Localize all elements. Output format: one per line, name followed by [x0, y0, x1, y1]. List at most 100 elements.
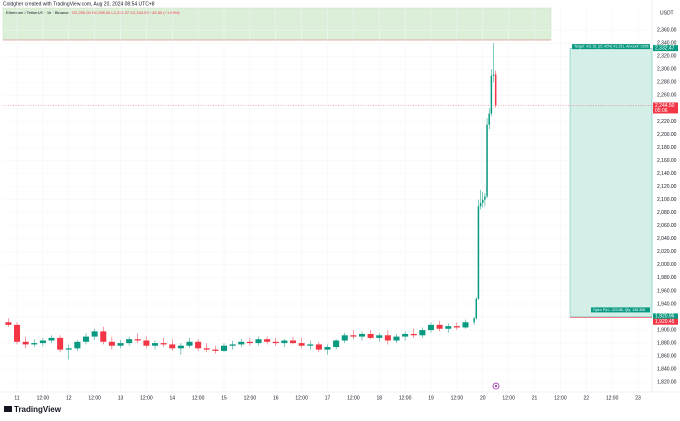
y-tick-label: 2,200.00: [657, 132, 677, 138]
candle-body: [481, 199, 484, 203]
candle-body: [479, 202, 482, 207]
pnl-badge: [591, 307, 650, 313]
candle-body: [484, 196, 486, 200]
x-tick-label: 12:00: [192, 395, 205, 401]
candle-body: [488, 113, 490, 125]
y-tick-label: 2,140.00: [657, 171, 677, 177]
candle-body: [393, 336, 400, 341]
x-tick-label: 14: [169, 395, 175, 401]
x-tick-label: 21: [532, 395, 538, 401]
stop-price-label: 1,920.45: [655, 319, 675, 325]
candle-body: [212, 349, 219, 351]
unit: USDT: [660, 10, 674, 16]
logo-mark: [4, 406, 12, 412]
last-price-badge: [653, 102, 678, 114]
x-tick-label: 12:00: [399, 395, 412, 401]
x-tick-label: 17: [325, 395, 331, 401]
candle-body: [494, 74, 497, 106]
target-text: Target: 411.51 (21.42%) 41,151, Amount: …: [574, 45, 648, 49]
candle-body: [5, 322, 12, 325]
candle-body: [486, 124, 488, 197]
y-tick-label: 1,840.00: [657, 367, 677, 373]
y-tick-label: 2,280.00: [657, 80, 677, 86]
candle-body: [100, 331, 107, 342]
candle-body: [177, 345, 184, 349]
x-tick-label: 12:00: [554, 395, 567, 401]
x-tick-label: 12:00: [37, 395, 50, 401]
candle-body: [307, 344, 314, 346]
y-tick-label: 2,080.00: [657, 210, 677, 216]
entry-price-label: 1,920.96: [655, 314, 675, 320]
candle-body: [229, 344, 236, 346]
symbol: Ethereum / TetherUS · 1h · Binance: [6, 10, 70, 15]
candle-body: [462, 322, 469, 328]
candle-body: [134, 339, 141, 341]
y-tick-label: 2,220.00: [657, 119, 677, 125]
candle-body: [57, 337, 64, 350]
x-tick-label: 12:00: [88, 395, 101, 401]
candle-body: [151, 343, 159, 346]
x-tick-label: 12:00: [295, 395, 308, 401]
ohlc: O2,290.00 H2,298.00 L2,241.37 C2,244.50 …: [72, 10, 180, 15]
x-tick-label: 12: [66, 395, 72, 401]
candle-body: [445, 326, 452, 329]
x-tick-label: 12:00: [502, 395, 515, 401]
candle-body: [427, 324, 435, 331]
candle-body: [264, 339, 271, 342]
candle-body: [126, 339, 133, 344]
candle-body: [31, 343, 38, 345]
x-tick-label: 22: [583, 395, 589, 401]
y-tick-label: 2,320.00: [657, 54, 677, 60]
y-tick-label: 2,340.00: [657, 41, 677, 47]
y-tick-label: 2,020.00: [657, 249, 677, 255]
x-tick-label: 13: [118, 395, 124, 401]
y-tick-label: 1,900.00: [657, 327, 677, 333]
candle-body: [272, 341, 279, 344]
countdown: 05:06: [655, 108, 668, 114]
candle-body: [22, 341, 29, 345]
candle-body: [376, 335, 383, 338]
logo: TradingView: [4, 405, 62, 414]
y-tick-label: 1,940.00: [657, 301, 677, 307]
x-tick-label: 16: [273, 395, 279, 401]
logo-text: TradingView: [14, 405, 62, 414]
y-tick-label: 1,860.00: [657, 353, 677, 359]
candle-body: [169, 344, 176, 349]
candle-body: [324, 347, 331, 350]
candle-body: [108, 341, 115, 346]
y-tick-label: 1,960.00: [657, 288, 677, 294]
candle-body: [65, 348, 72, 350]
candle-body: [48, 337, 55, 341]
candle-body: [477, 206, 480, 299]
candle-body: [74, 341, 81, 349]
candle-body: [315, 344, 322, 350]
y-tick-label: 2,360.00: [657, 27, 677, 33]
candle-body: [453, 326, 460, 328]
candle-body: [289, 340, 297, 344]
y-tick-label: 2,160.00: [657, 158, 677, 164]
candle-body: [281, 340, 288, 344]
target-price-badge: [653, 45, 678, 52]
y-tick-label: 2,060.00: [657, 223, 677, 229]
candle-body: [13, 324, 21, 342]
candle-body: [91, 331, 98, 337]
candle-body: [117, 343, 124, 346]
x-tick-label: 20: [480, 395, 486, 401]
candle-body: [255, 339, 262, 344]
target-price-label: 2,332.47: [655, 45, 675, 51]
last-price-label: 2,244.50: [655, 103, 675, 109]
candle-body: [350, 335, 357, 337]
credit: Coldgher created with TradingView.com, A…: [3, 1, 155, 7]
candle-body: [160, 343, 167, 345]
stop-price-badge: [653, 318, 678, 325]
candle-body: [143, 340, 150, 346]
candle-body: [203, 348, 210, 350]
x-tick-label: 23: [635, 395, 641, 401]
candle-body: [367, 333, 374, 338]
candle-body: [358, 333, 366, 337]
x-tick-label: 12:00: [606, 395, 619, 401]
y-tick-label: 2,260.00: [657, 93, 677, 99]
x-tick-label: 19: [428, 395, 434, 401]
